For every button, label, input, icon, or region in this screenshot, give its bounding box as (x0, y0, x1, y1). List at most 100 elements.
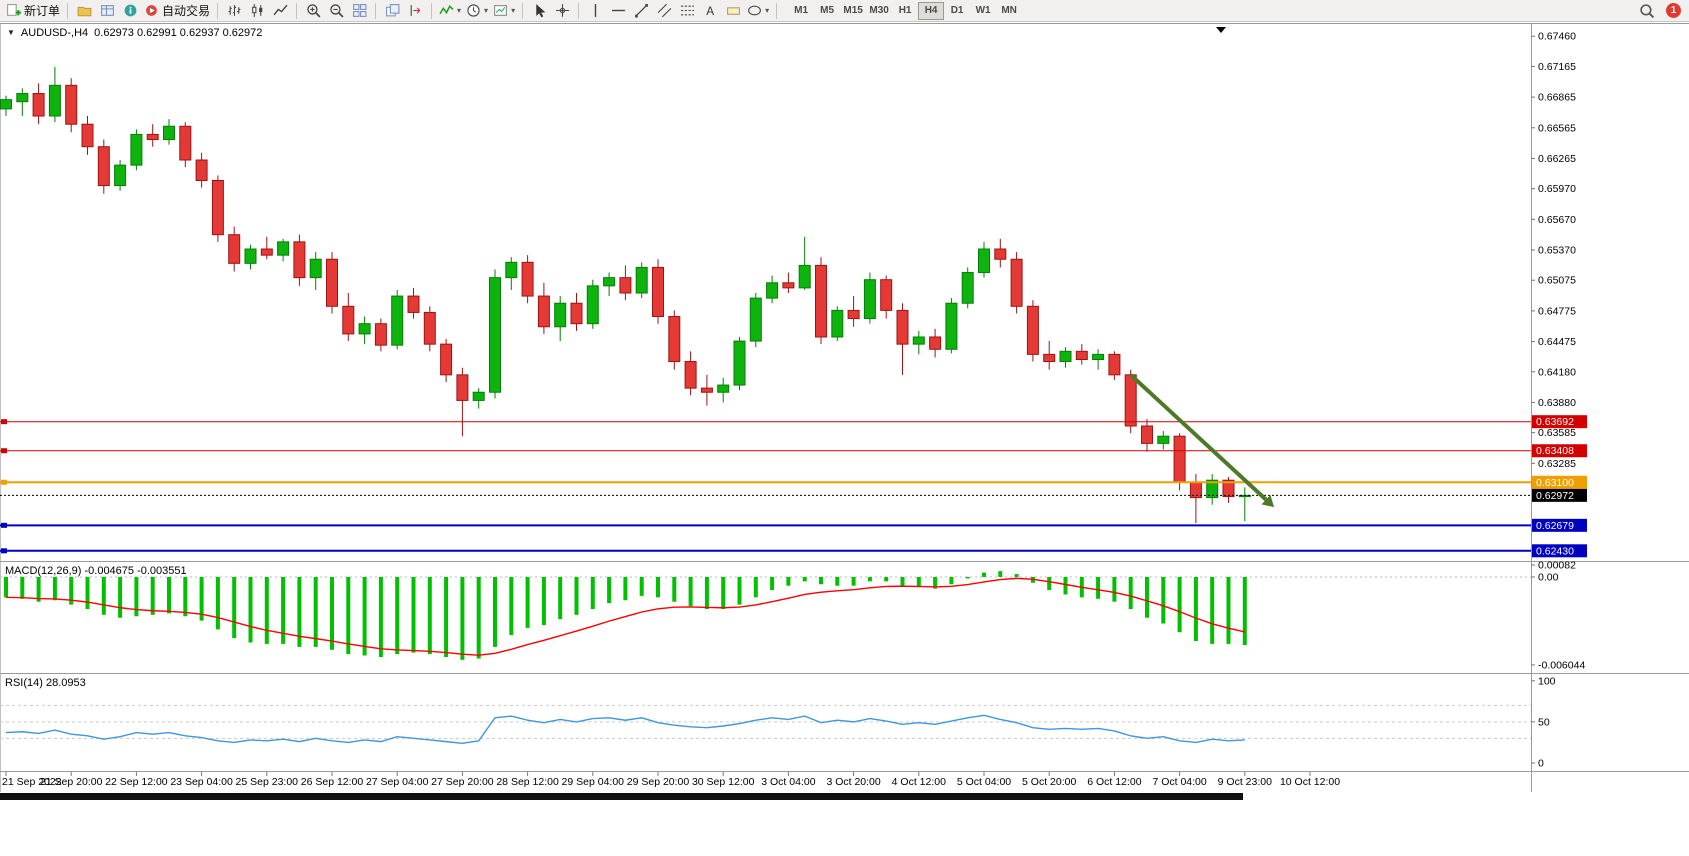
candle-body (1059, 350, 1072, 363)
candle-body (554, 302, 567, 328)
candle-body (342, 305, 355, 335)
price-axis-label: 0.63585 (1538, 427, 1576, 439)
tf-button-w1[interactable]: W1 (970, 2, 996, 20)
trendline-button[interactable] (630, 1, 652, 21)
chart-window: 0.67460 0.67165 0.66865 0.66565 0.66265 0.659… (0, 22, 1689, 856)
horizontal-line-button[interactable] (607, 1, 629, 21)
crosshair-button[interactable] (551, 1, 573, 21)
chart-shift-marker[interactable] (1216, 27, 1226, 33)
candle-body (603, 277, 616, 287)
bar-chart-button[interactable] (223, 1, 245, 21)
toolbar-separator (217, 2, 219, 19)
price-axis-label: 0.65670 (1538, 214, 1576, 226)
candle-body (586, 285, 599, 325)
tf-button-d1[interactable]: D1 (944, 2, 970, 20)
tile-windows-button[interactable] (348, 1, 370, 21)
trend-arrow-head[interactable] (1261, 494, 1275, 508)
vertical-line-icon (594, 4, 596, 17)
time-axis-label: 30 Sep 12:00 (692, 776, 755, 788)
text-tool-icon: A (706, 5, 714, 18)
price-badge-label: 0.62430 (1536, 545, 1574, 557)
candle-body (440, 343, 453, 376)
indicators-button[interactable]: ▾ (437, 1, 463, 21)
tf-button-m1[interactable]: M1 (788, 2, 814, 20)
candle-body (228, 234, 241, 264)
candle-body (570, 302, 583, 325)
price-badge (1532, 444, 1587, 458)
price-badge-label: 0.63100 (1536, 477, 1574, 489)
toolbar-separator (522, 2, 524, 19)
bottom-scrollbar[interactable] (0, 793, 1243, 800)
candle-body (1206, 479, 1219, 499)
candle-body (81, 123, 94, 148)
candle-body (114, 164, 127, 187)
candle-body (260, 248, 273, 256)
chart-canvas[interactable]: 0.67460 0.67165 0.66865 0.66565 0.66265 0.659… (0, 22, 1689, 856)
chart-shift-icon (410, 5, 420, 16)
candle-body (717, 384, 730, 393)
templates-button[interactable]: ▾ (491, 1, 517, 21)
vertical-line-button[interactable] (584, 1, 606, 21)
candle-body (815, 264, 827, 338)
macd-signal-line (5, 577, 1245, 656)
line-chart-button[interactable] (269, 1, 291, 21)
shapes-button[interactable]: ▾ (745, 1, 771, 21)
new-order-button[interactable]: 新订单 (4, 1, 62, 21)
workspace-button[interactable] (73, 1, 95, 21)
candle-body (391, 295, 404, 346)
periods-button[interactable]: ▾ (464, 1, 490, 21)
candle-body (48, 84, 61, 117)
text-tool-button[interactable]: A (699, 1, 721, 21)
candle-body (1157, 435, 1170, 444)
auto-trading-button[interactable]: 自动交易 (142, 1, 212, 21)
candle-body (277, 241, 290, 256)
community-button[interactable] (119, 1, 141, 21)
time-axis-label: 21 Sep 20:00 (40, 776, 103, 788)
tf-button-m15[interactable]: M15 (840, 2, 866, 20)
candle-body (293, 241, 306, 279)
data-window-icon (100, 5, 114, 16)
auto-trading-icon (146, 5, 157, 16)
zoom-in-button[interactable] (302, 1, 324, 21)
candle-body (130, 133, 143, 166)
macd-axis-label: 0.00 (1538, 571, 1559, 583)
trend-arrow-line[interactable] (1129, 373, 1268, 502)
candle-body (211, 179, 224, 236)
tf-button-h4[interactable]: H4 (918, 1, 945, 20)
tf-button-m30[interactable]: M30 (866, 2, 892, 20)
candle-body (978, 248, 990, 274)
cascade-windows-button[interactable] (381, 1, 403, 21)
candle-body (863, 279, 876, 320)
candle-body (961, 272, 974, 304)
time-axis-label: 10 Oct 12:00 (1280, 776, 1340, 788)
search-button[interactable] (1636, 1, 1658, 21)
channel-button[interactable] (653, 1, 675, 21)
candle-body (652, 266, 664, 318)
label-tool-icon (726, 7, 740, 15)
tf-button-m5[interactable]: M5 (814, 2, 840, 20)
candle-body (146, 133, 159, 141)
cursor-button[interactable] (528, 1, 550, 21)
candle-body (668, 316, 681, 363)
candle-body (1043, 353, 1056, 363)
tf-button-h1[interactable]: H1 (892, 2, 918, 20)
chart-shift-button[interactable] (404, 1, 426, 21)
zoom-out-button[interactable] (325, 1, 347, 21)
notification-badge[interactable]: 1 (1666, 3, 1681, 18)
candle-body (537, 295, 550, 328)
info-icon (124, 4, 136, 17)
candle-body (521, 261, 534, 297)
candle-body (945, 302, 958, 350)
macd-axis-label: 0.00082 (1538, 560, 1576, 572)
template-icon (494, 5, 507, 16)
data-window-button[interactable] (96, 1, 118, 21)
current-price-badge-label: 0.62972 (1536, 490, 1574, 502)
fibonacci-button[interactable] (676, 1, 698, 21)
candle-body (1173, 435, 1186, 483)
label-tool-button[interactable] (722, 1, 744, 21)
candle-body (97, 146, 110, 187)
time-axis-label: 5 Oct 04:00 (957, 776, 1011, 788)
price-axis-label: 0.65970 (1538, 183, 1576, 195)
candlestick-button[interactable] (246, 1, 268, 21)
tf-button-mn[interactable]: MN (996, 2, 1022, 20)
